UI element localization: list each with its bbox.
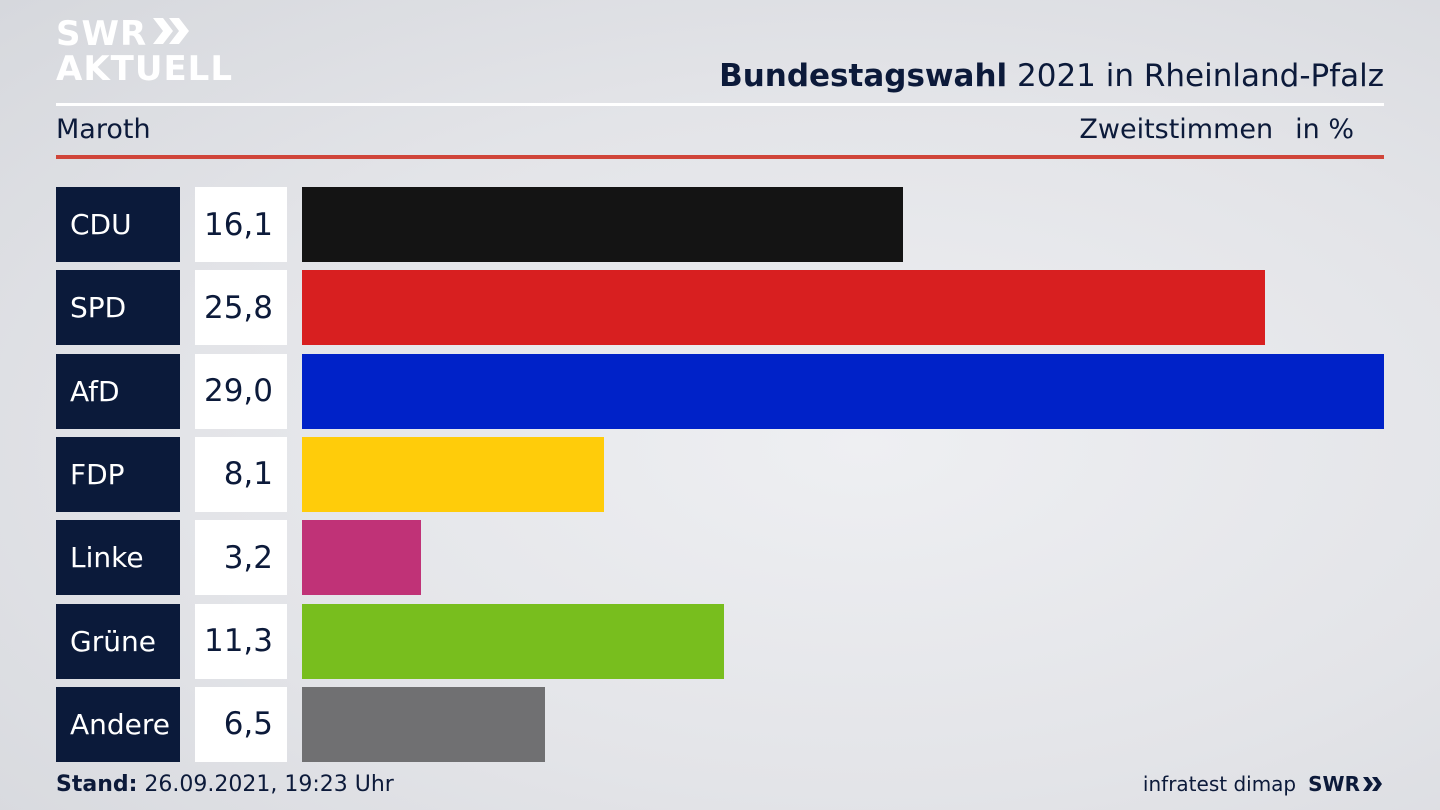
bar-spd [302, 270, 1265, 346]
chart-row-linke: Linke 3,2 [56, 520, 1384, 596]
double-chevron-icon-small [1363, 777, 1382, 791]
double-chevron-icon [151, 16, 191, 52]
title-rest: 2021 in Rheinland-Pfalz [1007, 58, 1384, 94]
source-label: infratest dimap [1142, 772, 1297, 796]
broadcaster-label: SWR [1308, 772, 1360, 796]
logo-line2: AKTUELL [56, 49, 234, 89]
swr-logo-small: SWR [1308, 772, 1384, 796]
measure-name: Zweitstimmen [1079, 114, 1274, 145]
chart-row-fdp: FDP 8,1 [56, 436, 1384, 512]
chart-row-grüne: Grüne 11,3 [56, 603, 1384, 679]
stand-label: Stand: [56, 772, 138, 797]
value-label: 11,3 [195, 603, 287, 679]
party-label: FDP [56, 436, 180, 512]
party-label: Grüne [56, 603, 180, 679]
party-label: CDU [56, 187, 180, 262]
bar-chart: CDU 16,1 SPD 25,8 AfD 29,0 FDP 8,1 Linke 3,2 Grüne… [56, 187, 1384, 762]
header-divider [56, 103, 1384, 106]
bar-afd [302, 353, 1384, 429]
logo-line1: SWR [56, 14, 148, 54]
measure-label: Zweitstimmen in % [1079, 114, 1354, 145]
source-credit: infratest dimap SWR [1143, 772, 1384, 796]
stand-value: 26.09.2021, 19:23 Uhr [137, 772, 394, 797]
value-label: 29,0 [195, 353, 287, 429]
page-title: Bundestagswahl 2021 in Rheinland-Pfalz [719, 58, 1384, 94]
party-label: SPD [56, 270, 180, 346]
bar-fdp [302, 436, 605, 512]
value-label: 16,1 [195, 187, 287, 262]
chart-row-afd: AfD 29,0 [56, 353, 1384, 429]
party-label: AfD [56, 353, 180, 429]
party-label: Andere [56, 686, 180, 762]
swr-aktuell-logo: SWR AKTUELL [56, 16, 233, 86]
value-label: 3,2 [195, 520, 287, 596]
chart-row-andere: Andere 6,5 [56, 686, 1384, 762]
accent-divider [56, 155, 1384, 159]
value-label: 8,1 [195, 436, 287, 512]
chart-row-spd: SPD 25,8 [56, 270, 1384, 346]
stand-timestamp: Stand: 26.09.2021, 19:23 Uhr [56, 772, 394, 797]
bar-linke [302, 520, 422, 596]
unit-label: in % [1295, 114, 1354, 145]
location-label: Maroth [56, 114, 151, 145]
party-label: Linke [56, 520, 180, 596]
value-label: 25,8 [195, 270, 287, 346]
bar-andere [302, 686, 545, 762]
title-bold: Bundestagswahl [719, 58, 1008, 94]
chart-row-cdu: CDU 16,1 [56, 187, 1384, 262]
bar-grüne [302, 603, 724, 679]
value-label: 6,5 [195, 686, 287, 762]
bar-cdu [302, 187, 903, 262]
